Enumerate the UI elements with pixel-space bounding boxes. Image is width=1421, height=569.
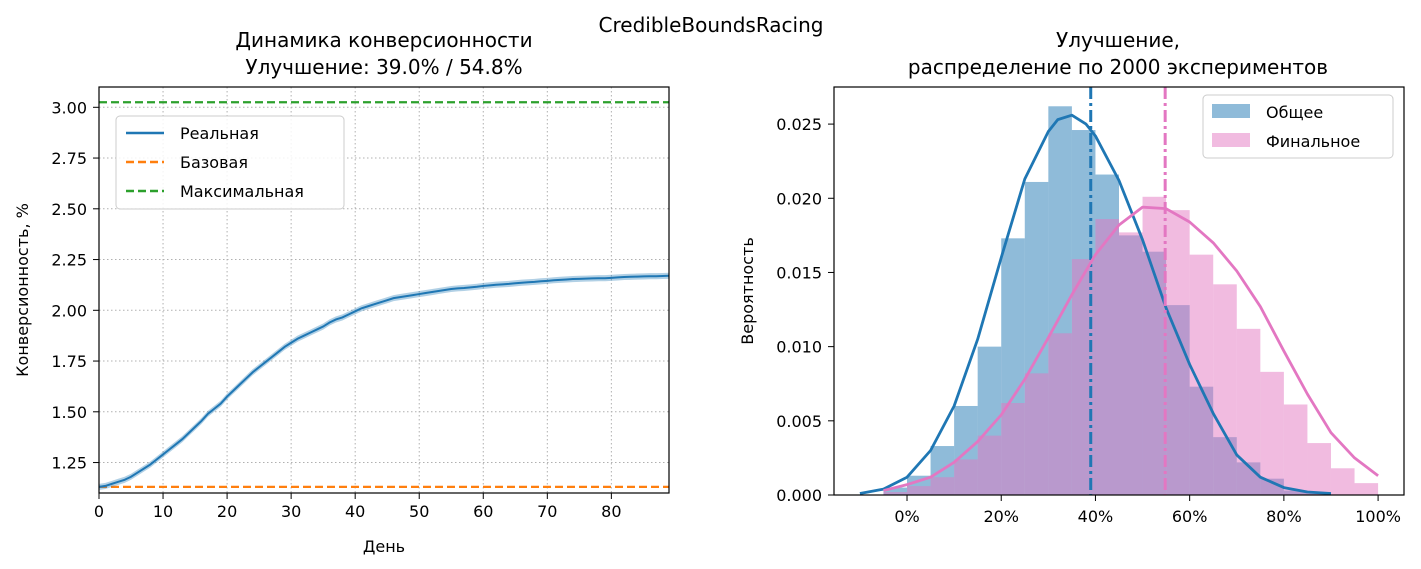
legend-real-label: Реальная [180, 124, 259, 143]
chart2-y-axis-label: Вероятность [738, 237, 757, 345]
legend-max-label: Максимальная [180, 182, 304, 201]
final-histogram-bar [1119, 232, 1143, 495]
chart1-y-tick-label: 2.50 [51, 200, 87, 219]
final-histogram-bar [977, 435, 1002, 495]
chart1-series [98, 101, 670, 490]
final-histogram-bar [883, 492, 908, 495]
chart2-title-line2: распределение по 2000 экспериментов [908, 55, 1328, 79]
chart2-y-tick-label: 0.020 [776, 189, 822, 208]
chart1-x-axis-label: День [363, 537, 405, 556]
chart1-ticks: 0 10 20 30 40 50 60 70 80 1.25 1.50 1.75 2.00 2.25 2.5… [51, 98, 621, 521]
chart2-x-tick-label: 60% [1172, 507, 1208, 526]
final-density-curve [883, 205, 1379, 492]
final-histogram-bar [1095, 219, 1119, 495]
chart1-x-tick-label: 40 [345, 502, 365, 521]
chart2-y-tick-label: 0.010 [776, 338, 822, 357]
chart2-density-lines [859, 87, 1379, 495]
chart2-x-tick-label: 40% [1078, 507, 1114, 526]
chart2-x-tick-label: 100% [1355, 507, 1401, 526]
final-histogram-bar [930, 477, 955, 495]
final-histogram-bar [1354, 483, 1379, 495]
chart1-title-line1: Динамика конверсионности [235, 28, 532, 52]
chart1-x-tick-label: 10 [153, 502, 173, 521]
chart2-ticks: 0% 20% 40% 60% 80% 100% 0.000 0.005 0.010 0.015 0.… [776, 115, 1401, 526]
figure-suptitle: CredibleBoundsRacing [599, 13, 824, 37]
final-histogram-bar [907, 486, 931, 495]
final-histogram-bar [1001, 403, 1025, 495]
chart2-y-tick-label: 0.015 [776, 263, 822, 282]
chart2-histogram-bars [883, 106, 1379, 496]
final-histogram-bar [1307, 443, 1331, 495]
chart1-y-tick-label: 2.00 [51, 301, 87, 320]
overall-histogram-bar [883, 487, 908, 495]
chart1-y-tick-label: 1.75 [51, 352, 87, 371]
legend-final-label: Финальное [1266, 132, 1360, 151]
final-histogram-bar [954, 459, 978, 495]
chart1-x-tick-label: 0 [94, 502, 104, 521]
final-histogram-bar [1236, 328, 1261, 495]
improvement-distribution-chart: Улучшение, распределение по 2000 экспери… [738, 28, 1405, 526]
chart2-title-line1: Улучшение, [1056, 28, 1180, 52]
chart1-x-tick-label: 50 [409, 502, 429, 521]
chart1-legend-box [115, 115, 345, 210]
chart2-x-tick-label: 20% [983, 507, 1019, 526]
chart2-legend: Общее Финальное [1202, 94, 1394, 159]
final-histogram-bar [1024, 373, 1049, 495]
final-histogram-bar [1142, 196, 1167, 495]
final-histogram-bar [1166, 210, 1190, 495]
final-histogram-bar [1260, 371, 1284, 495]
chart2-x-tick-label: 0% [894, 507, 919, 526]
chart1-y-axis-label: Конверсионность, % [13, 203, 32, 377]
chart1-axes-frame [98, 86, 670, 494]
chart1-x-tick-label: 80 [601, 502, 621, 521]
chart1-legend: Реальная Базовая Максимальная [115, 115, 345, 210]
overall-density-curve [859, 113, 1332, 495]
real-conversion-band [99, 272, 669, 490]
conversion-dynamics-chart: Динамика конверсионности Улучшение: 39.0… [13, 28, 670, 556]
chart1-x-tick-label: 30 [281, 502, 301, 521]
chart1-y-tick-label: 1.50 [51, 403, 87, 422]
chart2-y-tick-label: 0.025 [776, 115, 822, 134]
final-histogram-bar [1283, 404, 1308, 495]
chart2-x-tick-label: 80% [1266, 507, 1302, 526]
chart1-x-tick-label: 70 [537, 502, 557, 521]
legend-base-label: Базовая [180, 153, 248, 172]
chart1-y-tick-label: 2.75 [51, 149, 87, 168]
chart1-grid [98, 87, 669, 493]
chart2-axes-frame [833, 86, 1405, 496]
final-histogram-bar [1048, 333, 1072, 495]
final-histogram-bar [1330, 468, 1355, 495]
chart2-y-tick-label: 0.000 [776, 486, 822, 505]
chart1-x-tick-label: 60 [473, 502, 493, 521]
final-histogram-bar [1213, 284, 1237, 495]
legend-overall-swatch [1212, 104, 1250, 118]
real-conversion-line [98, 274, 670, 488]
chart1-x-tick-label: 20 [217, 502, 237, 521]
chart1-y-tick-label: 3.00 [51, 98, 87, 117]
final-histogram-bar [1189, 254, 1214, 495]
chart1-y-tick-label: 2.25 [51, 251, 87, 270]
chart1-y-tick-label: 1.25 [51, 454, 87, 473]
chart2-legend-box [1202, 94, 1394, 159]
legend-overall-label: Общее [1266, 103, 1323, 122]
chart1-title-line2: Улучшение: 39.0% / 54.8% [245, 55, 522, 79]
legend-final-swatch [1212, 133, 1250, 147]
chart2-y-tick-label: 0.005 [776, 412, 822, 431]
